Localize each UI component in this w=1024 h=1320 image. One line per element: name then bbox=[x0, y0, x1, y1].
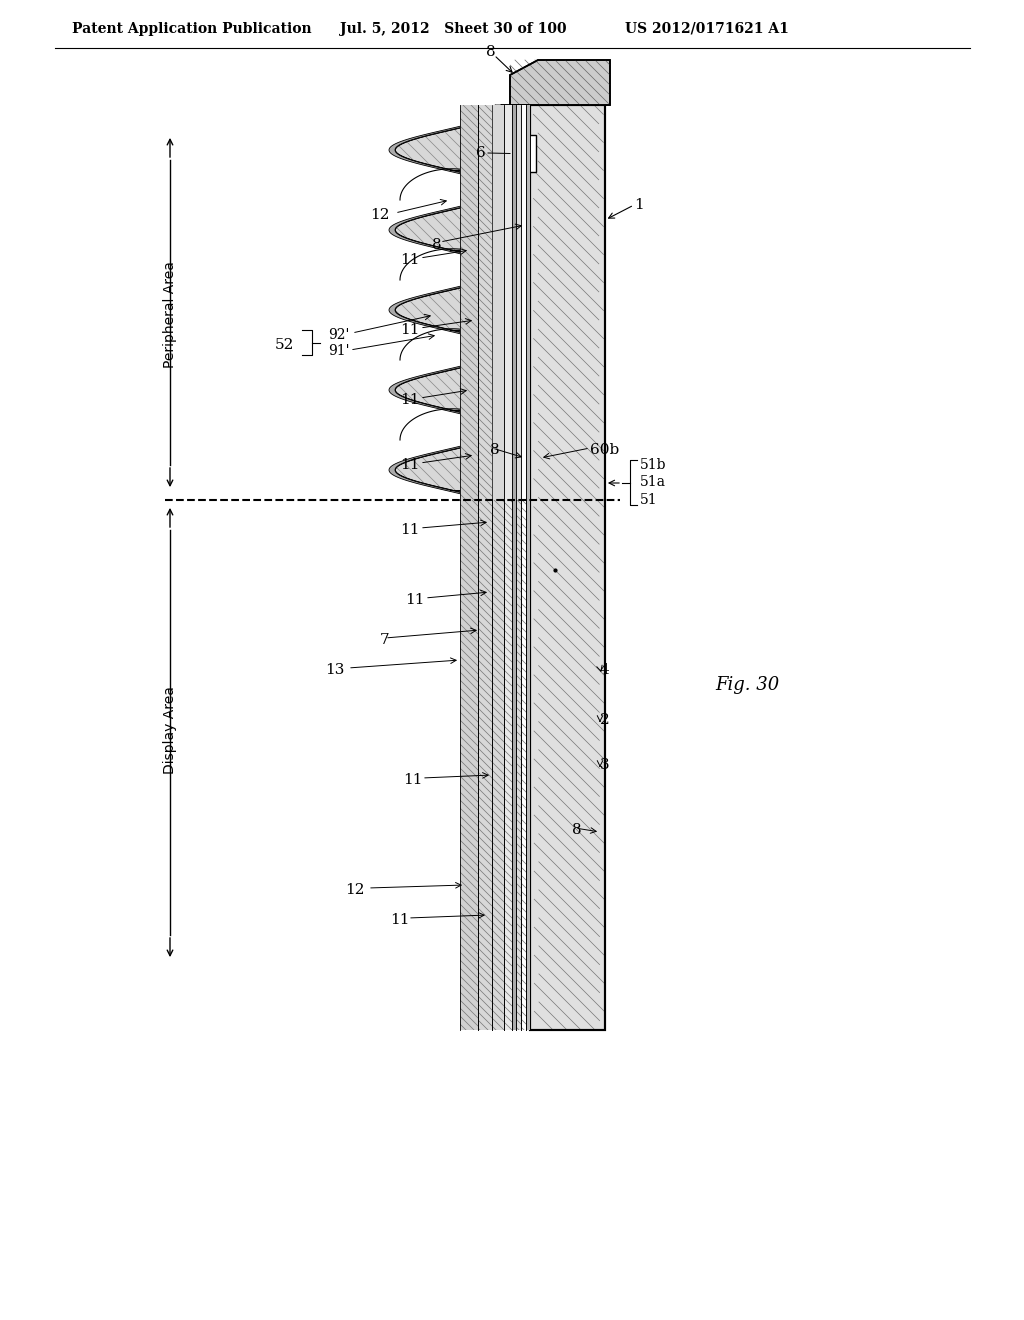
Polygon shape bbox=[504, 500, 512, 1030]
Polygon shape bbox=[478, 106, 492, 500]
Text: 8: 8 bbox=[432, 238, 441, 252]
Polygon shape bbox=[521, 106, 526, 500]
Text: 11: 11 bbox=[406, 593, 425, 607]
Text: 11: 11 bbox=[403, 774, 423, 787]
Text: Patent Application Publication: Patent Application Publication bbox=[72, 22, 311, 36]
Text: 3: 3 bbox=[600, 758, 609, 772]
Text: 92': 92' bbox=[328, 327, 349, 342]
Text: 12: 12 bbox=[345, 883, 365, 898]
Text: 7: 7 bbox=[380, 634, 389, 647]
Text: 8: 8 bbox=[490, 444, 500, 457]
Text: 60b: 60b bbox=[590, 444, 620, 457]
Polygon shape bbox=[512, 500, 516, 1030]
Text: Peripheral Area: Peripheral Area bbox=[163, 261, 177, 368]
Polygon shape bbox=[460, 500, 478, 1030]
Polygon shape bbox=[492, 106, 504, 500]
Polygon shape bbox=[504, 106, 512, 500]
Text: 11: 11 bbox=[400, 323, 420, 337]
Text: 51b: 51b bbox=[640, 458, 667, 473]
Text: 11: 11 bbox=[400, 523, 420, 537]
Polygon shape bbox=[526, 500, 530, 1030]
Bar bbox=[530, 106, 605, 1030]
Polygon shape bbox=[510, 59, 610, 106]
Polygon shape bbox=[389, 106, 505, 500]
Polygon shape bbox=[395, 106, 526, 500]
Text: 6: 6 bbox=[476, 147, 485, 160]
Text: 91': 91' bbox=[328, 345, 349, 358]
Text: Jul. 5, 2012   Sheet 30 of 100: Jul. 5, 2012 Sheet 30 of 100 bbox=[340, 22, 566, 36]
Polygon shape bbox=[492, 500, 504, 1030]
Polygon shape bbox=[516, 106, 521, 500]
Polygon shape bbox=[526, 106, 530, 500]
Polygon shape bbox=[512, 106, 516, 500]
Polygon shape bbox=[526, 106, 530, 500]
Text: 2: 2 bbox=[600, 713, 609, 727]
Text: Fig. 30: Fig. 30 bbox=[715, 676, 779, 694]
Text: US 2012/0171621 A1: US 2012/0171621 A1 bbox=[625, 22, 788, 36]
Polygon shape bbox=[521, 106, 526, 500]
Text: 11: 11 bbox=[400, 393, 420, 407]
Text: 12: 12 bbox=[370, 209, 389, 222]
Text: 11: 11 bbox=[400, 458, 420, 473]
Polygon shape bbox=[504, 106, 512, 500]
Text: Display Area: Display Area bbox=[163, 686, 177, 774]
Text: 52: 52 bbox=[275, 338, 294, 352]
Text: 11: 11 bbox=[390, 913, 410, 927]
Text: 8: 8 bbox=[572, 822, 582, 837]
Text: 1: 1 bbox=[634, 198, 644, 213]
Text: 4: 4 bbox=[600, 663, 609, 677]
Polygon shape bbox=[516, 500, 521, 1030]
Text: 51a: 51a bbox=[640, 475, 666, 488]
Text: 11: 11 bbox=[400, 253, 420, 267]
Polygon shape bbox=[516, 106, 521, 500]
Polygon shape bbox=[512, 106, 516, 500]
Bar bbox=[530, 106, 605, 1030]
Bar bbox=[518, 135, 536, 172]
Text: 51: 51 bbox=[640, 492, 657, 507]
Text: 8: 8 bbox=[486, 45, 496, 59]
Polygon shape bbox=[478, 500, 492, 1030]
Polygon shape bbox=[460, 106, 478, 500]
Polygon shape bbox=[521, 500, 526, 1030]
Text: 13: 13 bbox=[325, 663, 344, 677]
Polygon shape bbox=[492, 106, 504, 500]
